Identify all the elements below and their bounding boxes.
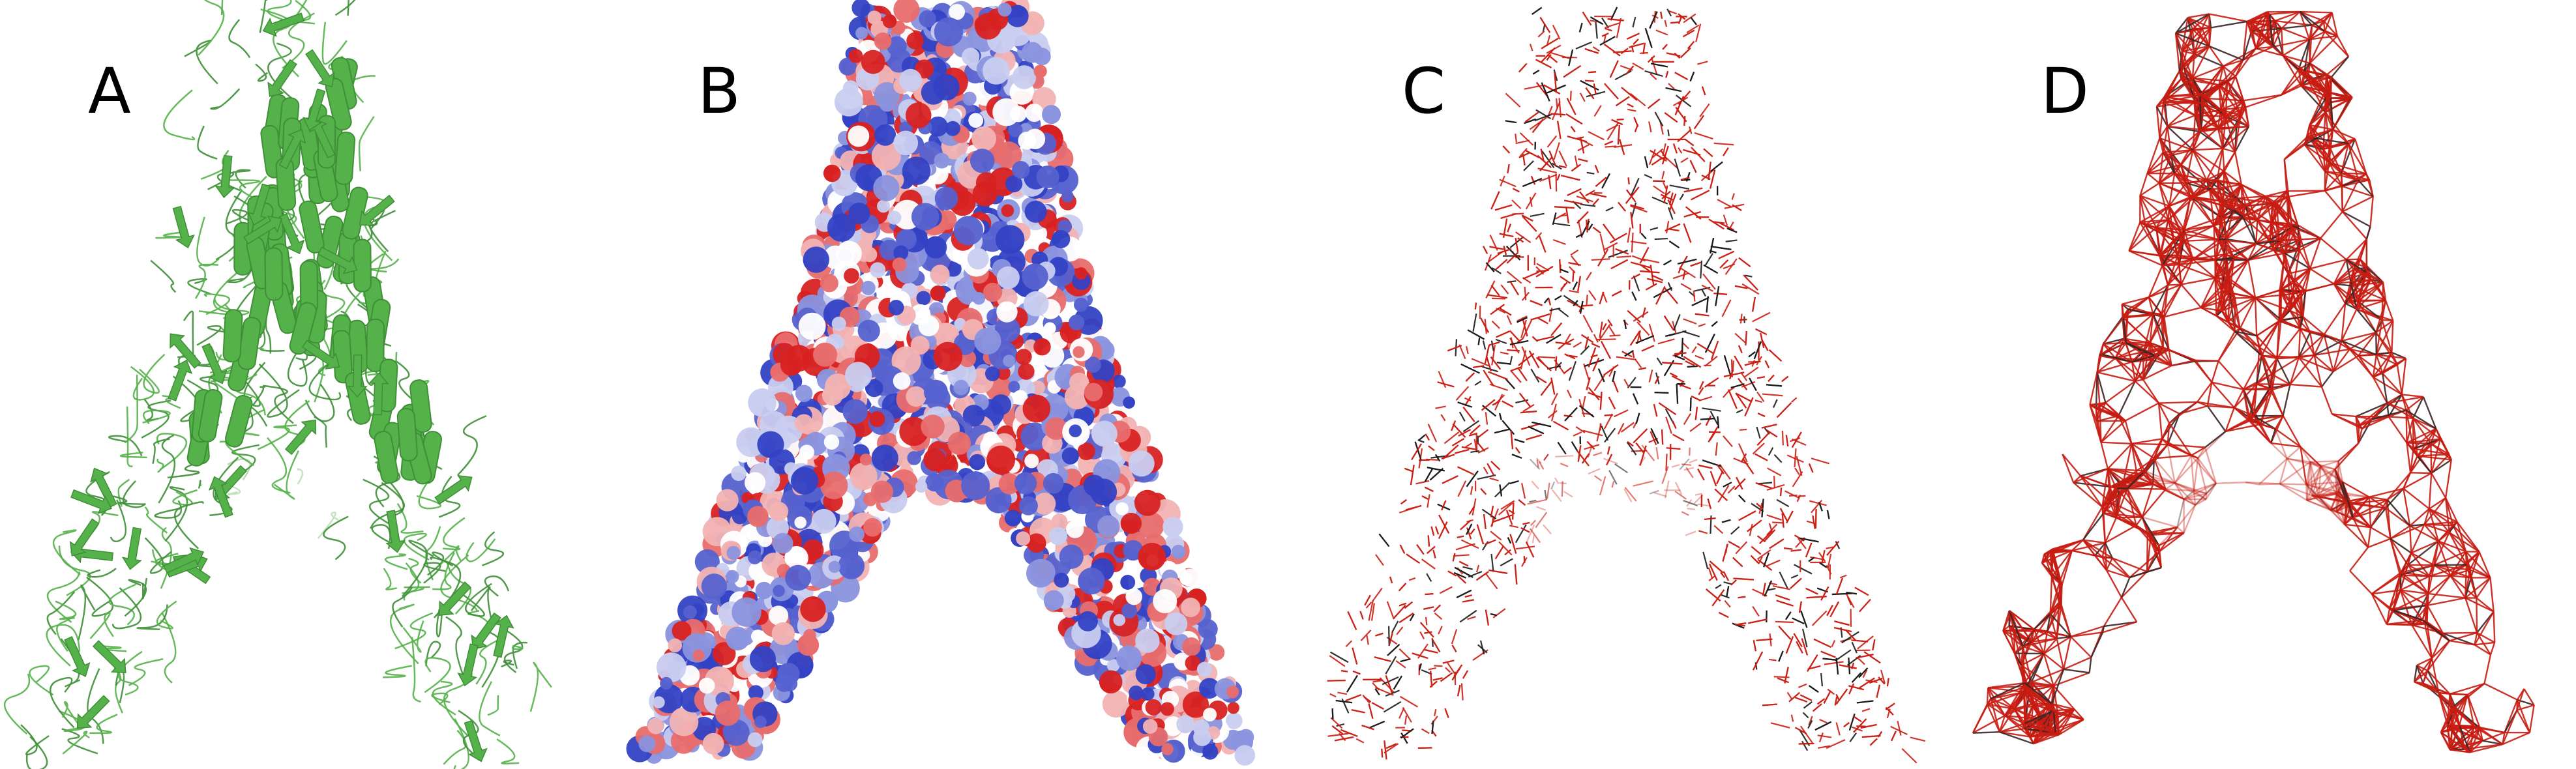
panel-label-b: B <box>698 55 741 128</box>
cartoon-structure-image <box>3 0 552 769</box>
stick-structure-image <box>1327 7 1926 764</box>
mesh-structure-image <box>1972 10 2535 753</box>
panel-d: D <box>1930 0 2576 769</box>
panel-label-d: D <box>2041 55 2089 128</box>
panel-label-c: C <box>1402 55 1446 128</box>
surface-structure-image <box>626 0 1256 766</box>
panel-c: C <box>1291 0 1930 769</box>
panel-b: B <box>626 0 1291 769</box>
panel-label-a: A <box>88 55 131 128</box>
panel-a: A <box>0 0 639 769</box>
